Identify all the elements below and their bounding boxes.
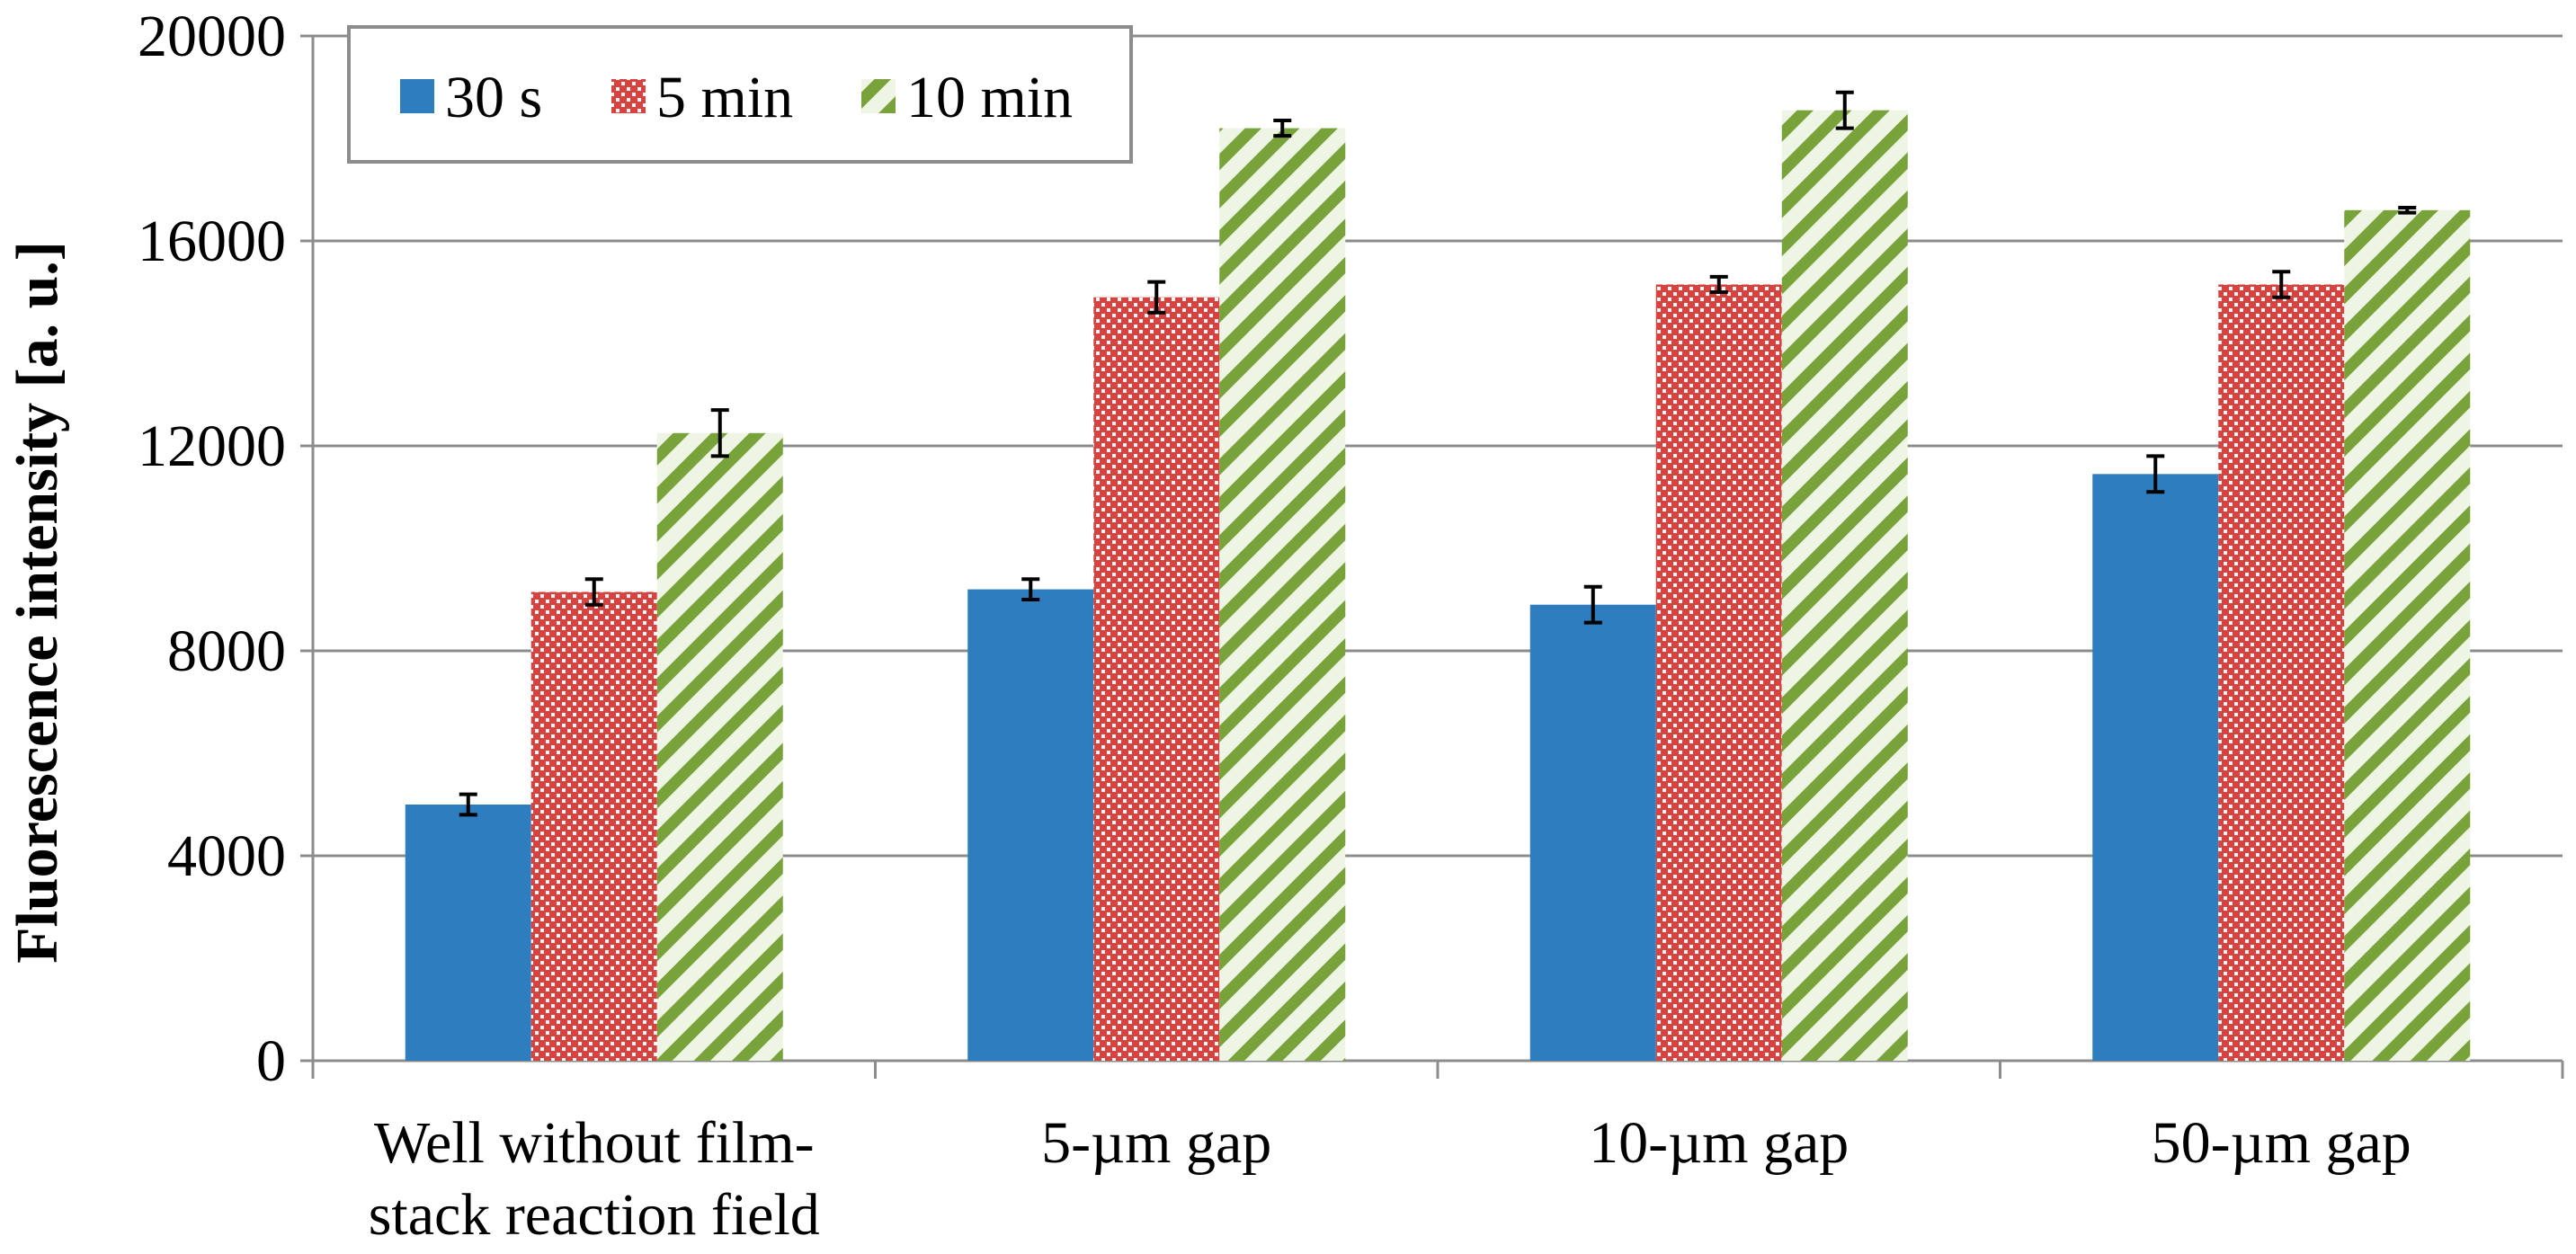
legend-swatch bbox=[861, 79, 896, 113]
bar bbox=[1529, 604, 1656, 1061]
bars bbox=[405, 110, 2471, 1062]
legend: 30 s 5 min 10 min bbox=[347, 25, 1133, 164]
category-label: 5-µm gap bbox=[1041, 1110, 1271, 1176]
bar bbox=[1093, 297, 1220, 1061]
legend-swatch bbox=[611, 79, 646, 113]
y-tick-label: 0 bbox=[256, 1028, 286, 1094]
error-bars bbox=[459, 90, 2417, 817]
bar bbox=[405, 805, 531, 1061]
y-tick-label: 12000 bbox=[138, 414, 286, 479]
bar bbox=[2344, 209, 2471, 1062]
y-tick-label: 16000 bbox=[138, 209, 286, 274]
y-tick-label: 8000 bbox=[167, 618, 286, 684]
category-label: 10-µm gap bbox=[1589, 1110, 1849, 1176]
legend-swatch bbox=[400, 79, 434, 113]
bar bbox=[1781, 110, 1908, 1061]
legend-label: 30 s bbox=[445, 65, 542, 130]
category-label: stack reaction field bbox=[369, 1182, 820, 1248]
category-label: Well without film- bbox=[374, 1110, 815, 1176]
legend-label: 5 min bbox=[656, 65, 793, 130]
legend-box bbox=[347, 25, 1133, 164]
y-axis-title: Fluorescence intensity [a. u.] bbox=[4, 241, 70, 964]
bar bbox=[2092, 474, 2219, 1061]
bar bbox=[2218, 284, 2345, 1061]
bar bbox=[530, 591, 657, 1061]
bar bbox=[967, 589, 1094, 1061]
legend-label: 10 min bbox=[906, 65, 1073, 130]
bar bbox=[656, 432, 783, 1061]
category-label: 50-µm gap bbox=[2152, 1110, 2411, 1176]
y-tick-label: 20000 bbox=[138, 4, 286, 69]
y-tick-label: 4000 bbox=[167, 823, 286, 889]
labels: 0 4000 8000 12000 16000 20000 Well without fil… bbox=[4, 4, 2411, 1248]
bar bbox=[1219, 128, 1346, 1062]
bar bbox=[1655, 284, 1782, 1061]
